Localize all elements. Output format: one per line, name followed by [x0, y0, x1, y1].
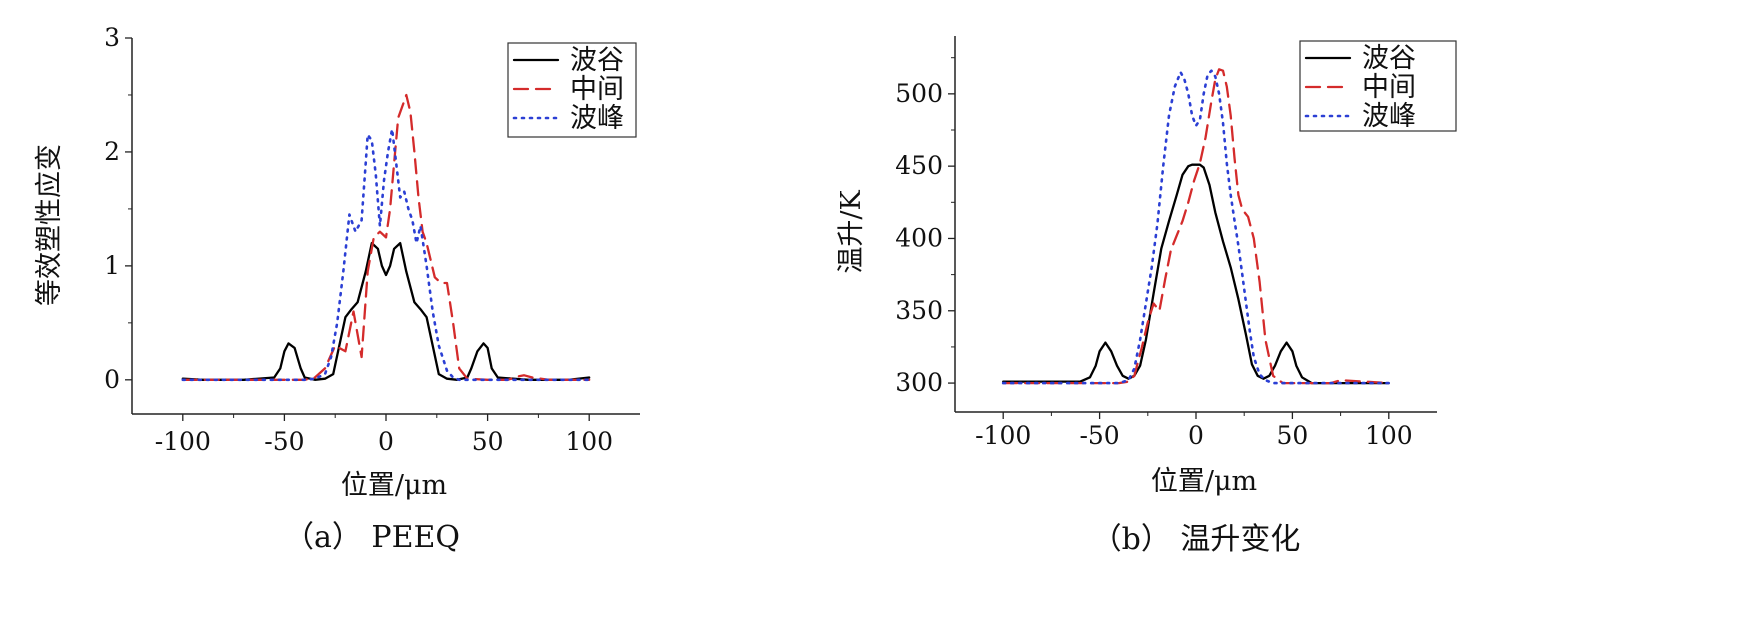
- x-axis-label: 位置/μm: [341, 470, 447, 501]
- y-tick-label: 0: [104, 365, 120, 394]
- legend-label: 波谷: [1362, 43, 1416, 74]
- legend-label: 波谷: [570, 45, 624, 76]
- y-tick-label: 500: [895, 79, 943, 108]
- x-tick-label: 0: [1188, 421, 1204, 450]
- legend-label: 波峰: [570, 103, 624, 134]
- figure-caption: （b） 温升变化: [1092, 522, 1301, 557]
- legend-label: 波峰: [1362, 101, 1416, 132]
- series-line-2: [181, 93, 591, 381]
- x-tick-label: 100: [565, 427, 613, 456]
- legend-box: [507, 42, 637, 138]
- series-line-3: [1001, 69, 1391, 385]
- x-axis-label: 位置/μm: [1151, 466, 1257, 497]
- y-tick-label: 300: [895, 368, 943, 397]
- y-axis-label: 等效塑性应变: [34, 144, 65, 306]
- x-tick-label: 50: [472, 427, 504, 456]
- y-tick-label: 450: [895, 151, 943, 180]
- series-line-1: [181, 241, 591, 381]
- legend-label: 中间: [570, 74, 624, 105]
- x-tick-label: 50: [1276, 421, 1308, 450]
- figure-caption: （a） PEEQ: [284, 520, 460, 555]
- x-tick-label: 0: [378, 427, 394, 456]
- x-tick-label: -50: [1079, 421, 1119, 450]
- legend-box: [1299, 40, 1457, 132]
- y-tick-label: 350: [895, 296, 943, 325]
- y-tick-label: 1: [104, 251, 120, 280]
- y-tick-label: 3: [104, 23, 120, 52]
- series-line-2: [1002, 68, 1390, 385]
- legend-label: 中间: [1362, 72, 1416, 103]
- y-tick-label: 400: [895, 223, 943, 252]
- x-tick-label: -50: [264, 427, 304, 456]
- series-line-3: [181, 127, 591, 382]
- y-tick-label: 2: [104, 137, 120, 166]
- x-tick-label: 100: [1365, 421, 1413, 450]
- series-line-1: [1002, 163, 1390, 385]
- x-tick-label: -100: [975, 421, 1031, 450]
- y-axis-label: 温升/K: [836, 190, 867, 274]
- x-tick-label: -100: [155, 427, 211, 456]
